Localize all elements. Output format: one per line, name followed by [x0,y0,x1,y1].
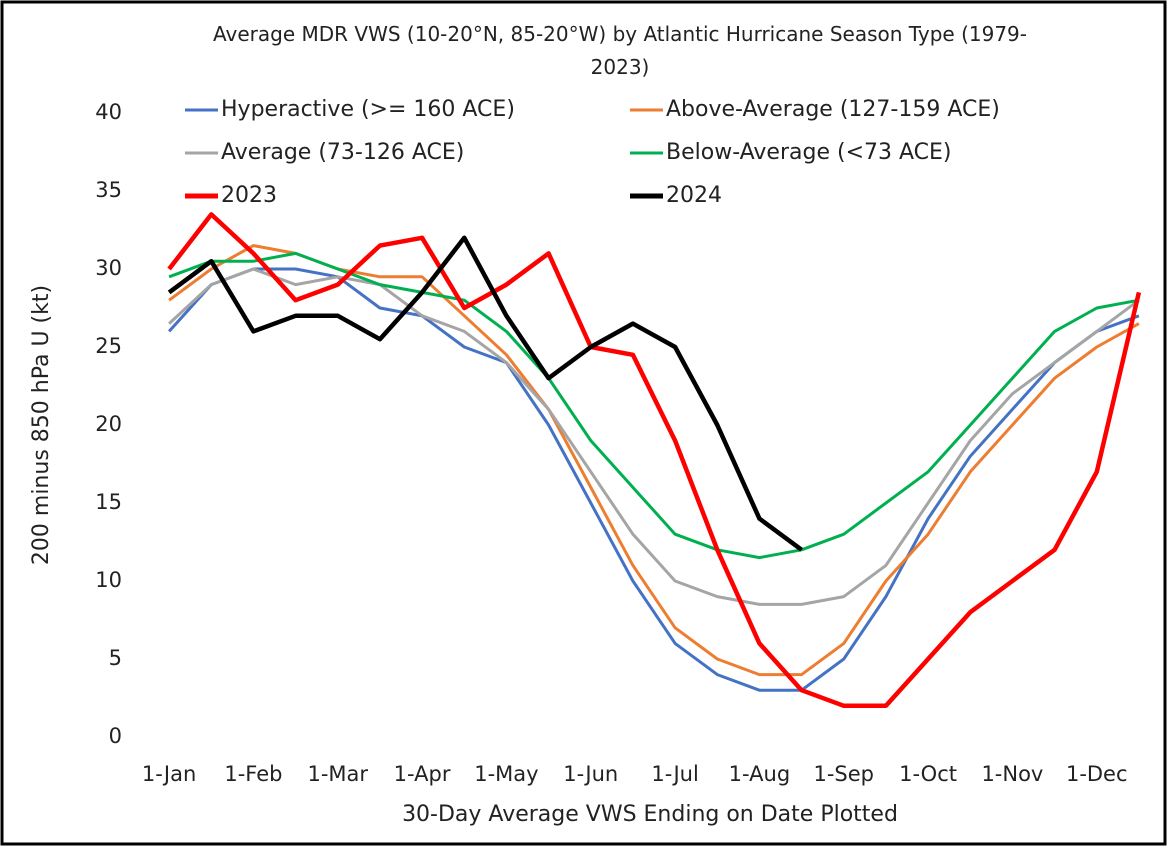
legend-label: Hyperactive (>= 160 ACE) [221,97,515,122]
y-tick-label: 30 [95,256,122,280]
y-tick-label: 0 [109,724,122,748]
legend-label: Above-Average (127-159 ACE) [666,97,1000,122]
legend-label: Average (73-126 ACE) [221,140,464,165]
y-tick-label: 20 [95,412,122,436]
y-tick-label: 10 [95,568,122,592]
y-tick-label: 15 [95,490,122,514]
y-tick-label: 5 [109,646,122,670]
x-tick-label: 1-Oct [899,762,957,786]
chart-title: Average MDR VWS (10-20°N, 85-20°W) by At… [213,22,1027,79]
series-line [167,212,1142,709]
x-tick-label: 1-Sep [813,762,874,786]
x-tick-label: 1-Jul [651,762,698,786]
legend-label: Below-Average (<73 ACE) [666,140,952,165]
y-tick-label: 40 [95,100,122,124]
x-tick-label: 1-Feb [224,762,282,786]
series-line [168,267,1140,606]
x-axis-title: 30-Day Average VWS Ending on Date Plotte… [402,802,898,827]
series-line [167,267,1140,692]
x-tick-label: 1-Jan [142,762,196,786]
x-tick-label: 1-Nov [981,762,1043,786]
series-line [168,251,1140,560]
x-tick-label: 1-Apr [394,762,451,786]
series-line [167,235,803,552]
x-tick-label: 1-Jun [563,762,618,786]
y-tick-label: 25 [95,334,122,358]
x-tick-label: 1-Aug [729,762,790,786]
legend-label: 2023 [221,183,277,208]
x-tick-label: 1-Dec [1066,762,1128,786]
x-tick-label: 1-May [474,762,538,786]
y-tick-label: 35 [95,178,122,202]
x-tick-label: 1-Mar [307,762,368,786]
y-axis-title: 200 minus 850 hPa U (kt) [29,285,54,565]
legend-label: 2024 [666,183,722,208]
